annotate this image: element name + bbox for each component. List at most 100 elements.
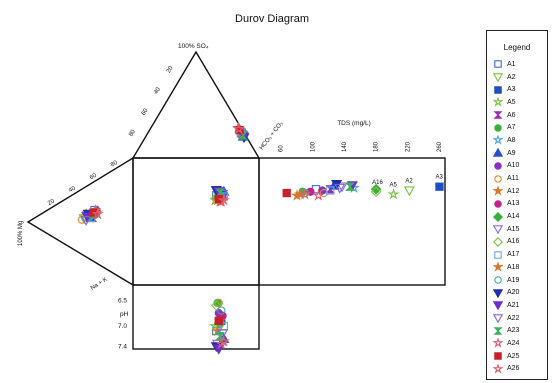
legend-marker bbox=[494, 124, 502, 132]
legend-marker-shape bbox=[494, 276, 502, 284]
anion-triangle bbox=[131, 50, 261, 159]
point-annotation: A2 bbox=[405, 179, 413, 185]
point-annotation: A5 bbox=[390, 182, 398, 188]
legend-item: A18 bbox=[487, 261, 547, 274]
legend-item: A20 bbox=[487, 286, 547, 299]
legend-marker bbox=[493, 338, 503, 349]
anion-tick-label: 40 bbox=[153, 86, 162, 95]
square-point bbox=[217, 193, 230, 206]
sample-A12 bbox=[86, 121, 304, 327]
tds-tick-label: 220 bbox=[405, 141, 411, 152]
ph-tick-label: 7.0 bbox=[118, 323, 127, 330]
legend-label: A25 bbox=[507, 352, 520, 360]
tds-tick-label: 60 bbox=[279, 145, 285, 152]
sample-A7 bbox=[88, 127, 307, 308]
legend-marker-shape bbox=[493, 327, 503, 335]
cation-point bbox=[80, 215, 92, 226]
legend-label: A11 bbox=[507, 175, 519, 183]
tds-tick-label: 260 bbox=[437, 141, 443, 152]
cation-tick-label: 40 bbox=[68, 185, 77, 194]
tds-point bbox=[345, 182, 355, 191]
chart-title: Durov Diagram bbox=[235, 13, 309, 25]
cation-tick-label: 80 bbox=[110, 160, 119, 169]
legend-item: A2 bbox=[487, 71, 547, 84]
legend-marker-shape bbox=[494, 85, 502, 94]
legend-label: A26 bbox=[507, 365, 520, 373]
legend-marker bbox=[493, 363, 503, 374]
legend-marker-shape bbox=[494, 60, 502, 69]
legend-item: A26 bbox=[487, 363, 547, 376]
legend-marker bbox=[493, 288, 503, 298]
legend-marker bbox=[493, 327, 503, 335]
legend-marker bbox=[493, 148, 503, 157]
legend-item: A1 bbox=[487, 58, 547, 71]
tds-point bbox=[336, 182, 348, 193]
sample-A6 bbox=[83, 129, 336, 341]
legend-marker-shape bbox=[494, 124, 502, 132]
legend-marker-shape bbox=[493, 148, 503, 157]
legend-item: A22 bbox=[487, 312, 547, 325]
legend-item: A15 bbox=[487, 223, 547, 236]
sample-A13 bbox=[90, 127, 315, 320]
legend-marker bbox=[493, 262, 503, 273]
legend-marker-shape bbox=[493, 301, 503, 311]
legend-item: A10 bbox=[487, 160, 547, 173]
anion-tick-label: 20 bbox=[166, 65, 175, 74]
legend-label: A6 bbox=[507, 111, 516, 119]
legend-item: A21 bbox=[487, 299, 547, 312]
legend-label: A7 bbox=[507, 124, 516, 132]
ph-point bbox=[215, 332, 225, 341]
legend-marker bbox=[494, 200, 502, 208]
legend-marker-shape bbox=[493, 97, 503, 108]
legend-marker-shape bbox=[493, 314, 503, 324]
axis-ticks: 20 40 60 80 20 40 60 80 60 100 140 180 220 260 6.5 7.0 7… bbox=[47, 65, 443, 351]
legend-label: A23 bbox=[507, 327, 520, 335]
anion-tick-label: 80 bbox=[128, 128, 137, 137]
legend-marker-shape bbox=[494, 352, 502, 360]
tds-point bbox=[334, 183, 346, 194]
cation-point bbox=[91, 207, 104, 220]
legend-marker-shape bbox=[493, 135, 503, 146]
tds-point bbox=[312, 189, 325, 201]
tds-point bbox=[282, 188, 291, 198]
legend-item: A7 bbox=[487, 121, 547, 134]
legend-item: A6 bbox=[487, 109, 547, 122]
legend-label: A8 bbox=[507, 136, 516, 144]
sample-A26 bbox=[91, 122, 312, 347]
legend-marker bbox=[493, 135, 503, 146]
legend-label: A24 bbox=[507, 339, 520, 347]
tds-point bbox=[435, 182, 444, 191]
diagram-frame bbox=[26, 50, 446, 350]
so4-label: 100% SO₄ bbox=[178, 43, 209, 50]
legend-marker-shape bbox=[493, 186, 503, 197]
legend-label: A2 bbox=[507, 73, 516, 81]
legend-label: A16 bbox=[507, 238, 520, 246]
central-square bbox=[132, 157, 260, 286]
legend-item: A19 bbox=[487, 274, 547, 287]
legend-marker bbox=[494, 85, 502, 94]
legend-marker-shape bbox=[494, 174, 502, 183]
ph-point bbox=[210, 300, 222, 311]
ph-point bbox=[214, 298, 223, 308]
cation-tick-label: 20 bbox=[47, 198, 56, 207]
legend-label: A10 bbox=[507, 162, 520, 170]
legend-item: A17 bbox=[487, 248, 547, 261]
legend-marker bbox=[494, 250, 502, 259]
legend-title: Legend bbox=[503, 43, 531, 52]
legend-label: A22 bbox=[507, 314, 520, 322]
tds-point bbox=[319, 188, 329, 198]
legend-item: A23 bbox=[487, 324, 547, 337]
legend-marker bbox=[493, 211, 503, 222]
legend-label: A14 bbox=[507, 213, 520, 221]
tds-point bbox=[326, 186, 335, 195]
tds-tick-label: 100 bbox=[310, 141, 316, 152]
legend-items: A1 A2 A3 A5 A6 A7 A8 A9 A10 A11 A12 A13 A14 A15 A16 A17… bbox=[487, 58, 547, 375]
legend-item: A3 bbox=[487, 83, 547, 96]
sample-A11 bbox=[77, 125, 329, 308]
legend-marker bbox=[493, 225, 503, 235]
ph-panel bbox=[132, 284, 260, 350]
legend-marker bbox=[493, 236, 503, 247]
tds-point bbox=[370, 183, 382, 195]
ph-tick-label: 6.5 bbox=[118, 297, 127, 304]
